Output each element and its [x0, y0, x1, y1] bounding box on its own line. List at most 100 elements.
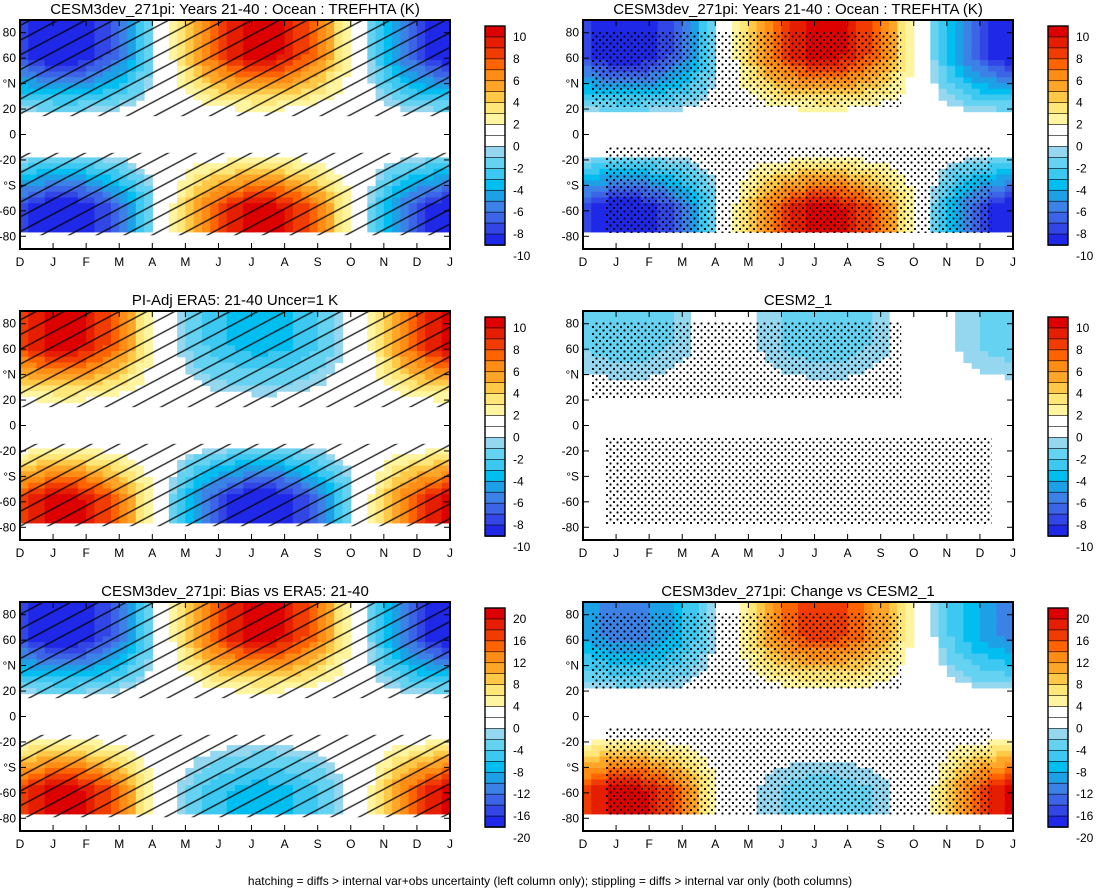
x-tick-label: N — [943, 546, 952, 560]
colorbar-swatch — [1047, 491, 1069, 504]
colorbar-label: -8 — [1076, 765, 1087, 779]
colorbar-label: 6 — [1076, 365, 1083, 379]
x-tick-label: D — [976, 546, 985, 560]
colorbar-swatch — [484, 80, 506, 93]
colorbar-swatch — [1047, 47, 1069, 60]
colorbar-swatch — [1047, 437, 1069, 450]
colorbar-swatch — [484, 25, 506, 38]
x-tick-label: J — [778, 546, 784, 560]
panel-3: PI-Adj ERA5: 21-40 Uncer=1 K8060°N200-20… — [0, 292, 531, 560]
y-tick-label: -60 — [0, 495, 16, 509]
panel-title: CESM2_1 — [764, 292, 832, 309]
panel-1: CESM3dev_271pi: Years 21-40 : Ocean : TR… — [0, 1, 531, 269]
colorbar-swatch — [1047, 640, 1069, 653]
x-tick-label: F — [82, 546, 89, 560]
x-tick-label: J — [613, 255, 619, 269]
x-tick-label: J — [778, 255, 784, 269]
colorbar-label: -2 — [513, 161, 524, 175]
heatmap-field — [583, 20, 1013, 233]
x-tick-label: A — [281, 546, 289, 560]
y-tick-label: 0 — [572, 710, 579, 724]
colorbar-swatch — [484, 349, 506, 362]
colorbar-swatch — [1047, 651, 1069, 664]
colorbar-swatch — [1047, 771, 1069, 784]
colorbar-swatch — [484, 804, 506, 817]
colorbar-swatch — [484, 91, 506, 104]
x-tick-label: F — [82, 255, 89, 269]
colorbar-swatch — [484, 102, 506, 115]
colorbar-label: -2 — [1076, 452, 1087, 466]
y-tick-label: -20 — [0, 444, 16, 458]
colorbar-label: -4 — [1076, 743, 1087, 757]
colorbar-swatch — [1047, 146, 1069, 159]
colorbar-swatch — [1047, 662, 1069, 675]
heatmap-field — [583, 602, 1013, 815]
colorbar-label: 8 — [513, 343, 520, 357]
colorbar-label: -8 — [1076, 227, 1087, 241]
colorbar-label: 4 — [513, 387, 520, 401]
colorbar-swatch — [484, 393, 506, 406]
colorbar-label: 8 — [1076, 343, 1083, 357]
x-tick-label: J — [50, 255, 56, 269]
colorbar-swatch — [1047, 211, 1069, 224]
y-tick-label: 0 — [9, 419, 16, 433]
x-tick-label: N — [380, 837, 389, 851]
colorbar-swatch — [1047, 717, 1069, 730]
colorbar-swatch — [1047, 502, 1069, 515]
colorbar-label: 20 — [1076, 612, 1090, 626]
colorbar-swatch — [484, 673, 506, 686]
colorbar-swatch — [484, 404, 506, 417]
colorbar-label: 2 — [513, 409, 520, 423]
x-tick-label: D — [976, 255, 985, 269]
colorbar-label: -20 — [513, 831, 531, 845]
colorbar-swatch — [484, 200, 506, 213]
colorbar-label: -8 — [513, 227, 524, 241]
y-tick-label: °S — [566, 469, 579, 483]
x-tick-label: F — [645, 837, 652, 851]
hatching-overlay — [20, 734, 450, 818]
colorbar-swatch — [1047, 760, 1069, 774]
colorbar-swatch — [1047, 448, 1069, 461]
x-tick-label: A — [711, 837, 719, 851]
y-tick-label: -20 — [562, 444, 580, 458]
heatmap-field — [20, 311, 450, 527]
colorbar-label: -4 — [513, 474, 524, 488]
colorbar-label: -4 — [513, 183, 524, 197]
x-tick-label: A — [281, 837, 289, 851]
colorbar-swatch — [1047, 404, 1069, 417]
colorbar-swatch — [1047, 618, 1069, 631]
y-tick-label: 20 — [566, 684, 580, 698]
figure: CESM3dev_271pi: Years 21-40 : Ocean : TR… — [0, 1, 1094, 851]
y-tick-label: °N — [3, 659, 16, 673]
x-tick-label: A — [844, 837, 852, 851]
colorbar-swatch — [1047, 360, 1069, 373]
y-tick-label: 20 — [3, 684, 17, 698]
y-tick-label: 60 — [566, 633, 580, 647]
x-tick-label: S — [314, 546, 322, 560]
colorbar-swatch — [1047, 673, 1069, 686]
hatching-overlay — [20, 20, 450, 117]
y-tick-label: °S — [566, 178, 579, 192]
y-tick-label: 0 — [9, 710, 16, 724]
colorbar-swatch — [484, 58, 506, 71]
colorbar-label: 16 — [1076, 634, 1090, 648]
y-tick-label: -20 — [562, 153, 580, 167]
colorbar-label: 2 — [1076, 118, 1083, 132]
colorbar-swatch — [1047, 469, 1069, 483]
stippling-overlay — [604, 436, 992, 524]
colorbar-label: 8 — [513, 52, 520, 66]
colorbar-label: 0 — [513, 721, 520, 735]
x-tick-label: J — [447, 255, 453, 269]
x-tick-label: M — [114, 837, 124, 851]
y-tick-label: 80 — [3, 26, 17, 40]
y-tick-label: °S — [3, 469, 16, 483]
y-tick-label: °N — [3, 368, 16, 382]
y-tick-label: 0 — [572, 128, 579, 142]
y-tick-label: -80 — [0, 229, 16, 243]
x-tick-label: A — [148, 255, 156, 269]
colorbar-label: -8 — [513, 518, 524, 532]
x-tick-label: S — [877, 255, 885, 269]
y-tick-label: -20 — [0, 153, 16, 167]
colorbar-label: 16 — [513, 634, 527, 648]
x-tick-label: M — [180, 255, 190, 269]
